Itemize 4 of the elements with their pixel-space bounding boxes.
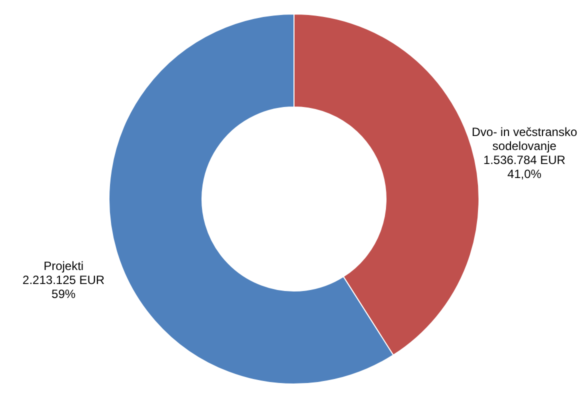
slice-label: Projekti	[44, 259, 84, 274]
slice-label: Dvo- in večstransko sodelovanje	[472, 124, 578, 153]
data-label: 2.213.125 EUR 59%	[22, 273, 105, 302]
data-label: 1.536.784 EUR 41,0%	[483, 152, 566, 181]
